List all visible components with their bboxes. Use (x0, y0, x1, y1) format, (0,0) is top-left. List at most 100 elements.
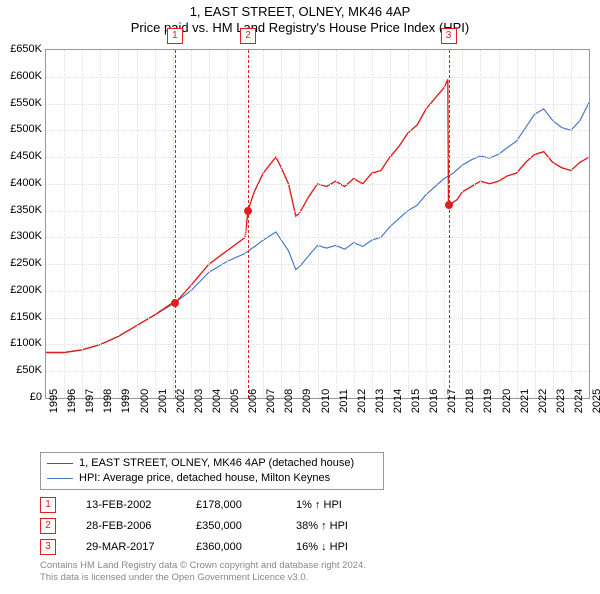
y-tick-label: £0 (2, 391, 42, 403)
gridline-v (390, 50, 391, 398)
sales-number-box: 2 (40, 518, 56, 534)
legend-label: 1, EAST STREET, OLNEY, MK46 4AP (detache… (79, 456, 354, 471)
sale-marker-line (449, 50, 450, 398)
sales-row: 3 29-MAR-2017£360,00016% ↓ HPI (40, 536, 376, 557)
x-tick-label: 2003 (193, 389, 205, 413)
gridline-v (444, 50, 445, 398)
x-tick-label: 2013 (374, 389, 386, 413)
chart-area: 123 £0£50K£100K£150K£200K£250K£300K£350K… (45, 49, 590, 419)
gridline-v (462, 50, 463, 398)
x-tick-label: 2017 (446, 389, 458, 413)
x-tick-label: 2000 (139, 389, 151, 413)
x-tick-label: 2014 (392, 389, 404, 413)
x-tick-label: 2021 (519, 389, 531, 413)
x-tick-label: 2001 (157, 389, 169, 413)
x-tick-label: 2016 (428, 389, 440, 413)
y-tick-label: £200K (2, 284, 42, 296)
gridline-v (499, 50, 500, 398)
y-tick-label: £550K (2, 97, 42, 109)
sale-marker-dot (445, 201, 453, 209)
gridline-v (155, 50, 156, 398)
gridline-v (480, 50, 481, 398)
plot-region: 123 (45, 49, 590, 399)
x-tick-label: 2002 (175, 389, 187, 413)
sale-marker-number: 3 (441, 28, 457, 44)
chart-title: 1, EAST STREET, OLNEY, MK46 4AP Price pa… (0, 4, 600, 37)
gridline-v (137, 50, 138, 398)
sale-marker-number: 1 (167, 28, 183, 44)
sales-date: 29-MAR-2017 (86, 541, 196, 553)
sales-price: £178,000 (196, 499, 296, 511)
sales-row: 113-FEB-2002£178,0001% ↑ HPI (40, 494, 376, 515)
gridline-v (100, 50, 101, 398)
y-tick-label: £650K (2, 43, 42, 55)
y-tick-label: £350K (2, 204, 42, 216)
sales-change: 1% ↑ HPI (296, 499, 376, 511)
sale-marker-line (175, 50, 176, 398)
gridline-v (535, 50, 536, 398)
gridline-v (245, 50, 246, 398)
footer-attribution: Contains HM Land Registry data © Crown c… (40, 560, 366, 584)
gridline-v (354, 50, 355, 398)
x-tick-label: 2022 (537, 389, 549, 413)
legend-swatch (47, 463, 73, 464)
gridline-v (571, 50, 572, 398)
sales-number-box: 3 (40, 539, 56, 555)
x-tick-label: 2015 (410, 389, 422, 413)
title-line-1: 1, EAST STREET, OLNEY, MK46 4AP (0, 4, 600, 20)
legend-row: 1, EAST STREET, OLNEY, MK46 4AP (detache… (47, 456, 377, 471)
gridline-v (191, 50, 192, 398)
x-tick-label: 2005 (229, 389, 241, 413)
gridline-v (408, 50, 409, 398)
gridline-v (299, 50, 300, 398)
gridline-v (118, 50, 119, 398)
x-tick-label: 1997 (84, 389, 96, 413)
sales-number-box: 1 (40, 497, 56, 513)
x-tick-label: 2008 (283, 389, 295, 413)
gridline-v (82, 50, 83, 398)
x-tick-label: 2019 (482, 389, 494, 413)
footer-line-1: Contains HM Land Registry data © Crown c… (40, 560, 366, 572)
gridline-v (517, 50, 518, 398)
sales-price: £360,000 (196, 541, 296, 553)
x-tick-label: 2020 (501, 389, 513, 413)
legend-label: HPI: Average price, detached house, Milt… (79, 471, 330, 486)
y-tick-label: £50K (2, 364, 42, 376)
y-tick-label: £100K (2, 337, 42, 349)
sales-row: 228-FEB-2006£350,00038% ↑ HPI (40, 515, 376, 536)
x-tick-label: 2025 (591, 389, 600, 413)
x-tick-label: 2018 (464, 389, 476, 413)
x-tick-label: 1998 (102, 389, 114, 413)
x-tick-label: 2011 (338, 389, 350, 413)
x-tick-label: 2023 (555, 389, 567, 413)
legend-row: HPI: Average price, detached house, Milt… (47, 471, 377, 486)
y-tick-label: £500K (2, 123, 42, 135)
gridline-v (227, 50, 228, 398)
y-tick-label: £400K (2, 177, 42, 189)
x-tick-label: 2009 (301, 389, 313, 413)
gridline-v (372, 50, 373, 398)
gridline-v (336, 50, 337, 398)
gridline-v (173, 50, 174, 398)
x-tick-label: 2012 (356, 389, 368, 413)
y-tick-label: £300K (2, 230, 42, 242)
sale-marker-line (248, 50, 249, 398)
gridline-v (553, 50, 554, 398)
legend-swatch (47, 478, 73, 479)
gridline-v (64, 50, 65, 398)
sales-change: 16% ↓ HPI (296, 541, 376, 553)
y-tick-label: £450K (2, 150, 42, 162)
title-line-2: Price paid vs. HM Land Registry's House … (0, 20, 600, 36)
x-tick-label: 2007 (265, 389, 277, 413)
sales-price: £350,000 (196, 520, 296, 532)
gridline-v (426, 50, 427, 398)
gridline-v (263, 50, 264, 398)
x-tick-label: 1996 (66, 389, 78, 413)
footer-line-2: This data is licensed under the Open Gov… (40, 572, 366, 584)
sales-date: 28-FEB-2006 (86, 520, 196, 532)
sales-table: 113-FEB-2002£178,0001% ↑ HPI228-FEB-2006… (40, 494, 376, 557)
x-tick-label: 1995 (48, 389, 60, 413)
sale-marker-number: 2 (240, 28, 256, 44)
sale-marker-dot (244, 207, 252, 215)
gridline-v (318, 50, 319, 398)
